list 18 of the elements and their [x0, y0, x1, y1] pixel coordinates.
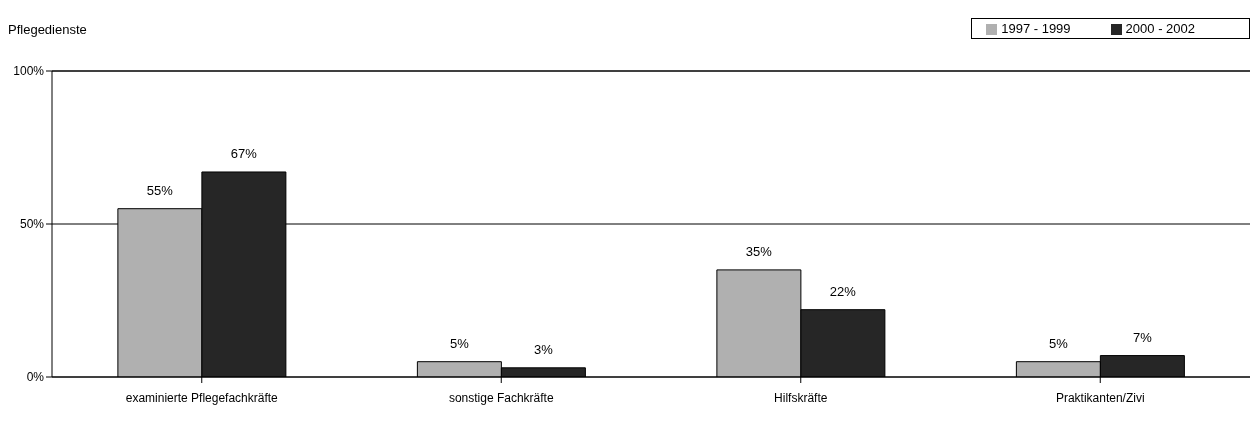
legend-label: 2000 - 2002 — [1125, 21, 1195, 36]
x-tick-label: Hilfskräfte — [774, 390, 828, 405]
y-tick-label: 0% — [26, 370, 45, 385]
data-label: 3% — [533, 341, 554, 357]
y-tick-label: 100% — [13, 64, 45, 79]
data-label: 7% — [1132, 329, 1153, 345]
data-label: 5% — [449, 335, 470, 351]
y-tick-label: 50% — [19, 217, 45, 232]
chart-title: Pflegedienste — [8, 22, 87, 37]
legend-label: 1997 - 1999 — [1001, 21, 1071, 36]
data-label: 22% — [829, 283, 857, 299]
data-label: 35% — [745, 243, 773, 259]
data-label: 55% — [146, 182, 174, 198]
data-label: 5% — [1048, 335, 1069, 351]
x-tick-label: examinierte Pflegefachkräfte — [125, 390, 279, 405]
data-label: 67% — [230, 145, 258, 161]
x-tick-label: Praktikanten/Zivi — [1055, 390, 1145, 405]
x-tick-label: sonstige Fachkräfte — [448, 390, 554, 405]
